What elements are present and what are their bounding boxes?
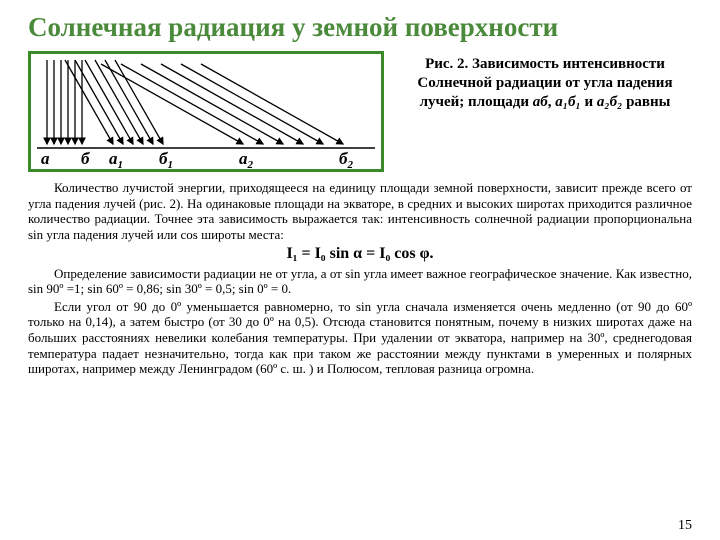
figure-box: а б а1 б1 а2 б2 xyxy=(28,51,384,172)
page-number: 15 xyxy=(678,518,692,534)
svg-text:б1: б1 xyxy=(159,149,173,169)
svg-text:а2: а2 xyxy=(239,149,254,169)
paragraph-3: Если угол от 90 до 0º уменьшается равном… xyxy=(28,299,692,377)
svg-text:б: б xyxy=(81,149,91,168)
page-title: Солнечная радиация у земной поверхности xyxy=(28,12,692,43)
paragraph-2: Определение зависимости радиации не от у… xyxy=(28,266,692,297)
figure-caption: Рис. 2. Зависимость интенсивности Солнеч… xyxy=(384,51,692,111)
paragraph-1: Количество лучистой энергии, приходящеес… xyxy=(28,180,692,242)
svg-text:б2: б2 xyxy=(339,149,353,169)
formula: I₁ = I₀ sin α = I₀ cos φ. xyxy=(28,244,692,263)
rays-diagram: а б а1 б1 а2 б2 xyxy=(31,54,381,169)
svg-text:а1: а1 xyxy=(109,149,123,169)
svg-text:а: а xyxy=(41,149,50,168)
body-text: Количество лучистой энергии, приходящеес… xyxy=(28,180,692,377)
